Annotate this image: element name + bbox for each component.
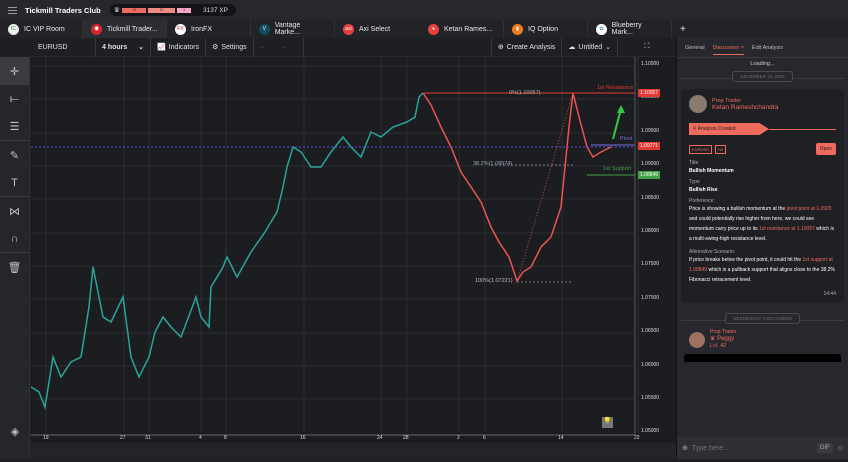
room-tabs: IC IC VIP Room ⬢ Tickmill Trader... FX Iron… [0, 20, 848, 38]
redo-icon[interactable]: → [280, 43, 288, 51]
symbol-field[interactable]: EURUSD [30, 37, 96, 57]
tab-general[interactable]: General [685, 44, 705, 51]
tab-ketan[interactable]: ● Ketan Rames... [420, 20, 504, 38]
fib-tool[interactable]: ☰ [0, 113, 29, 141]
trash-icon[interactable]: 🗑 [7, 261, 22, 274]
chevron-down-icon: ⌄ [605, 44, 611, 51]
tickmill-logo-icon: ⬢ [91, 23, 102, 35]
message-input[interactable] [691, 444, 813, 452]
blueberry-logo-icon: ✿ [596, 23, 607, 35]
date-axis: 19 27 31 4 8 16 24 28 2 6 14 22 [43, 435, 640, 441]
text-tool[interactable]: T [0, 169, 29, 197]
xp-value: 3137 XP [203, 6, 228, 14]
loading-text: Loading... [750, 61, 775, 67]
date-divider: DECEMBER 19, 2023 [732, 71, 793, 82]
author-name[interactable]: ♛ Peggy [710, 336, 735, 342]
status-banner: ⚲ Analysis Created [689, 123, 769, 135]
undo-icon[interactable]: ← [259, 43, 267, 51]
support-label: 1st Support [603, 166, 632, 172]
rank-icon: ♛ [710, 336, 716, 342]
plus-circle-icon: ⊕ [497, 44, 504, 51]
pivot-label: Pivot [620, 136, 633, 142]
avatar[interactable] [689, 331, 705, 348]
layout-select[interactable]: ☁ Untitled ⌄ [562, 37, 618, 57]
layers-icon[interactable]: ◈ [10, 425, 20, 438]
symbol-tag: EURUSD [689, 144, 712, 154]
resistance-badge: 1.10057 [638, 89, 661, 97]
gear-icon: ⚙ [212, 44, 219, 51]
app-title: Tickmill Traders Club [25, 5, 101, 15]
chevron-down-icon: ⌄ [138, 44, 144, 51]
support-badge: 1.08849 [638, 171, 661, 179]
tab-tickmill[interactable]: ⬢ Tickmill Trader... [83, 20, 167, 38]
magnet-tool[interactable]: ∩ [0, 225, 29, 253]
tab-ironfx[interactable]: FX IronFX [167, 20, 251, 38]
menu-icon[interactable] [8, 6, 17, 14]
fib-0-label: 0%(1.10057) [509, 90, 541, 96]
preference-text: Price is showing a bullish momentum at t… [689, 206, 835, 242]
indicators-button[interactable]: 📈 Indicators [151, 37, 207, 57]
discussion-panel: General Discussion × Edit Analysis Loadi… [676, 38, 848, 459]
ironfx-logo-icon: FX [175, 23, 186, 35]
message-time: 14:44 [823, 291, 836, 297]
axi-logo-icon: axi [343, 23, 354, 35]
fullscreen-button[interactable]: ⛶ [618, 38, 676, 57]
message-preview [684, 354, 841, 362]
price-axis: 1.10500 1.10000 1.09500 1.09000 1.08500 … [641, 61, 660, 435]
tab-axi[interactable]: axi Axi Select [335, 20, 420, 38]
candlestick-chart [30, 57, 639, 436]
brush-tool[interactable]: ✎ [9, 149, 20, 162]
pattern-tool[interactable]: ⋈ [9, 205, 20, 218]
tab-discussion[interactable]: Discussion × [712, 44, 744, 55]
crosshair-tool[interactable]: ✛ [0, 57, 29, 85]
analysis-title: Bullish Momentum [689, 168, 734, 174]
emoji-icon[interactable]: ☺ [836, 444, 844, 452]
ketan-logo-icon: ● [428, 23, 439, 35]
rank-icon: ♛ [113, 7, 121, 14]
location-icon: ⚲ [693, 126, 697, 132]
timeframe-tag: H4 [714, 144, 727, 154]
fib-100-label: 100%(1.07221) [475, 278, 513, 284]
interval-select[interactable]: 4 hours ⌄ [96, 37, 151, 57]
tab-blueberry[interactable]: ✿ Blueberry Mark... [588, 20, 672, 38]
message-input-bar: ⊕ GIF ☺ [677, 437, 848, 459]
price-chart[interactable]: 1st Resistance Pivot 1st Support 0%(1.10… [30, 57, 676, 443]
panel-tabs: General Discussion × Edit Analysis [677, 38, 848, 58]
pivot-badge: 1.09771 [638, 142, 661, 150]
xp-bar: ♛ 19 20 3 3137 XP [109, 4, 236, 16]
drawing-tools: ✛ ⟝ ☰ ✎ T ⋈ ∩ 🗑 ◈ [0, 57, 30, 459]
idea-icon[interactable]: 💡 [602, 417, 613, 428]
analysis-type: Bullish Rise [689, 187, 718, 193]
tab-iq-option[interactable]: ▮ IQ Option [504, 20, 588, 38]
iq-logo-icon: ▮ [512, 23, 523, 35]
ic-logo-icon: IC [8, 23, 19, 35]
close-icon[interactable]: × [740, 44, 744, 51]
gif-button[interactable]: GIF [816, 443, 833, 453]
trendline-tool[interactable]: ⟝ [9, 92, 20, 105]
indicators-icon: 📈 [157, 44, 166, 51]
cloud-upload-icon: ☁ [568, 44, 576, 51]
tab-vantage[interactable]: V Vantage Marke... [251, 20, 335, 38]
vantage-logo-icon: V [259, 23, 270, 35]
fib-382-label: 38.2%(1.08974) [473, 161, 513, 167]
author-name[interactable]: Ketan Rameshchandra [712, 103, 779, 111]
avatar[interactable] [689, 95, 707, 113]
add-icon[interactable]: ⊕ [682, 445, 688, 452]
tab-ic-vip[interactable]: IC IC VIP Room [0, 20, 83, 38]
tab-edit-analysis[interactable]: Edit Analysis [751, 44, 784, 51]
undo-redo: ← → [254, 37, 304, 57]
add-tab-button[interactable]: + [680, 23, 686, 35]
bottom-bar [31, 443, 676, 459]
alternative-text: If price breaks below the pivot point, i… [689, 257, 835, 283]
create-analysis-button[interactable]: ⊕ Create Analysis [490, 37, 563, 57]
fullscreen-icon: ⛶ [644, 43, 650, 50]
resistance-label: 1st Resistance [597, 85, 634, 91]
open-button[interactable]: Open [815, 143, 836, 155]
analysis-card: Prop Trader Ketan Rameshchandra ⚲ Analysi… [681, 89, 844, 303]
date-divider: WEDNESDAY, 6 DECEMBER [724, 313, 801, 324]
top-bar: Tickmill Traders Club ♛ 19 20 3 3137 XP [0, 0, 848, 20]
chart-toolbar: EURUSD 4 hours ⌄ 📈 Indicators ⚙ Settings ← →… [30, 37, 676, 57]
settings-button[interactable]: ⚙ Settings [206, 37, 254, 57]
